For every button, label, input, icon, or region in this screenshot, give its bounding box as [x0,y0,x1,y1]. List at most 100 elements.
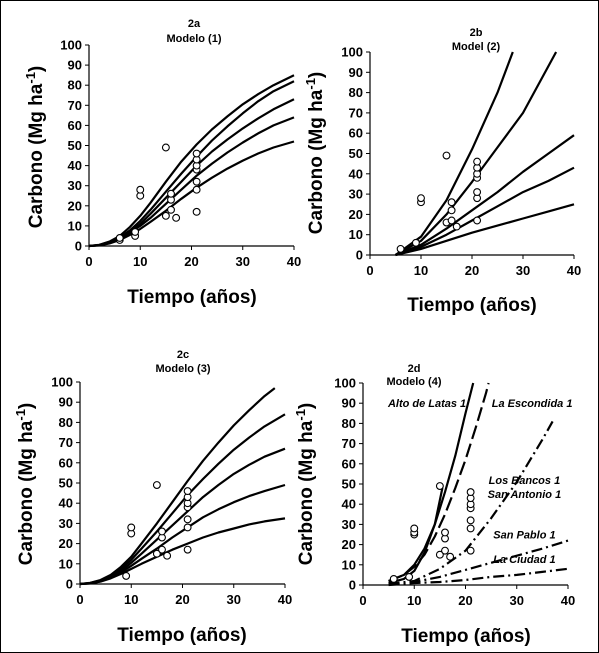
data-point [447,216,456,225]
data-point [447,198,456,207]
data-point [192,149,201,158]
data-point [441,546,449,555]
data-point [466,546,475,555]
y-tick-label: 20 [68,198,82,213]
data-point [192,177,201,186]
x-axis-label: Tiempo (años) [401,626,531,647]
data-point [172,213,181,222]
y-tick-label: 80 [349,85,363,100]
y-tick-label: 20 [59,536,73,551]
data-point [131,227,140,236]
y-tick-label: 60 [68,118,82,133]
x-tick-label: 20 [175,592,189,607]
data-point [396,244,405,253]
y-axis-label-sup: -1 [303,78,318,90]
x-tick-label: 10 [407,593,421,608]
y-axis-label-sup: -1 [293,409,308,421]
data-point [115,234,124,242]
x-axis-label: Tiempo (años) [117,625,247,646]
y-tick-label: 100 [60,38,82,53]
y-tick-label: 70 [68,98,82,113]
series-line [388,487,444,585]
panel-subtitle: Model (2) [452,41,501,53]
panel-subtitle: Modelo (4) [387,376,442,388]
y-tick-label: 100 [51,375,73,390]
y-tick-label: 30 [68,178,82,193]
y-axis-label: Carbono (Mg ha-1) [293,403,317,566]
data-point [473,188,482,197]
y-tick-label: 40 [349,166,363,181]
data-point [136,185,145,194]
data-point [183,545,192,554]
series-line [88,116,295,248]
y-tick-label: 50 [349,146,363,161]
data-point [452,222,461,231]
panel-2b: 2b Model (2) Tiempo (años) Carbono (Mg h… [303,27,581,316]
y-tick-label: 10 [59,556,73,571]
data-point [161,143,170,152]
data-point [442,151,451,160]
data-point [447,206,456,215]
data-point [163,551,172,560]
data-point [183,523,192,532]
x-tick-label: 40 [567,263,581,278]
data-point [192,207,201,216]
data-point [405,572,414,581]
series-line [88,98,295,248]
panel-2c: 2c Modelo (3) Tiempo (años) Carbono (Mg … [13,349,292,646]
x-axis-label: Tiempo (años) [407,295,537,316]
plot-area: 0 10 20 30 40 50 60 70 80 90 100 0 10 20 30 40 [51,375,292,608]
y-axis-label-main: Carbono (Mg ha [296,420,317,565]
plot-area: 0 10 20 30 40 50 60 70 80 90 100 0 10 20 30 40 [341,45,581,279]
data-point [466,488,475,497]
panel-subtitle: Modelo (3) [156,363,211,375]
y-tick-label: 0 [356,248,363,263]
y-tick-label: 40 [59,496,73,511]
y-tick-label: 90 [68,58,82,73]
panel-label: 2a [188,18,201,30]
x-tick-label: 10 [133,254,147,269]
series-line [394,51,558,256]
series-line [79,387,276,586]
y-tick-label: 30 [342,517,356,532]
series-line [88,140,295,248]
data-point [473,216,482,225]
data-point [435,482,444,490]
data-point [466,516,475,525]
y-tick-label: 70 [342,436,356,451]
y-axis-label-close: ) [306,72,327,78]
y-tick-label: 60 [342,456,356,471]
y-tick-label: 30 [59,516,73,531]
y-tick-label: 80 [342,416,356,431]
series-annotation: Alto de Latas 1 [387,398,466,410]
y-tick-label: 100 [341,45,363,60]
series-annotation: La Ciudad 1 [493,554,555,566]
y-tick-label: 90 [59,395,73,410]
data-point [466,524,475,533]
y-tick-label: 90 [349,65,363,80]
x-tick-label: 10 [124,592,138,607]
y-tick-label: 10 [342,557,356,572]
y-tick-label: 40 [68,158,82,173]
series-annotation: San Pablo 1 [493,530,555,542]
data-point [389,574,398,583]
x-tick-label: 10 [414,263,428,278]
y-axis-label-sup: -1 [23,72,38,84]
data-point [411,238,420,247]
y-tick-label: 20 [342,537,356,552]
data-point [167,205,175,214]
y-tick-label: 10 [68,218,82,233]
y-tick-label: 60 [59,455,73,470]
x-tick-label: 0 [76,592,83,607]
series-line [388,382,475,583]
plot-area: 0 10 20 30 40 50 60 70 80 90 100 0 10 20 30 40 [60,38,301,270]
y-axis-label: Carbono (Mg ha-1) [13,403,37,566]
series-line [388,567,569,587]
data-point [183,515,192,524]
y-tick-label: 70 [349,105,363,120]
y-tick-label: 50 [342,477,356,492]
x-tick-label: 30 [227,592,241,607]
y-tick-label: 50 [59,476,73,491]
x-tick-label: 30 [510,593,524,608]
series-line [395,203,575,257]
